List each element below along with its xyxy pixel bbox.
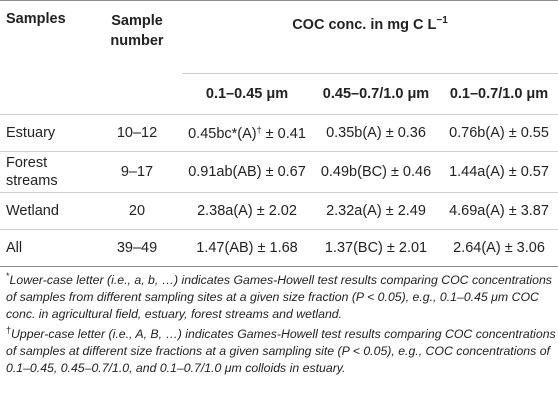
cell-coc-3: 2.64(A) ± 3.06 bbox=[453, 240, 545, 256]
header-blank-2 bbox=[92, 74, 182, 115]
cell-coc-1: 0.91ab(AB) ± 0.67 bbox=[188, 164, 306, 180]
cell-sample-number: 9–17 bbox=[120, 164, 154, 180]
header-size-fraction-2: 0.45–0.7/1.0 μm bbox=[312, 73, 440, 115]
cell-coc-1: 1.47(AB) ± 1.68 bbox=[196, 240, 298, 256]
header-samples: Samples bbox=[0, 0, 92, 74]
cell-sample: All bbox=[6, 240, 23, 256]
coc-table: Samples Sample number COC conc. in mg C … bbox=[0, 0, 558, 267]
cell-sample-number: 39–49 bbox=[116, 240, 158, 256]
dagger-mark: † bbox=[256, 124, 262, 135]
header-blank-1 bbox=[0, 74, 92, 115]
table-row: All 39–49 1.47(AB) ± 1.68 1.37(BC) ± 2.0… bbox=[0, 229, 558, 267]
footnote-uppercase-text: Upper-case letter (i.e., A, B, …) indica… bbox=[6, 327, 556, 375]
cell-sample-line1: Forest bbox=[6, 155, 48, 171]
cell-sample: Forest streams bbox=[0, 152, 92, 193]
table-row: Estuary 10–12 0.45bc*(A)† ± 0.41 0.35b(A… bbox=[0, 114, 558, 152]
header-size-fraction-3: 0.1–0.7/1.0 μm bbox=[440, 73, 558, 115]
table-row: Wetland 20 2.38a(A) ± 2.02 2.32a(A) ± 2.… bbox=[0, 192, 558, 230]
table-row: Forest streams 9–17 0.91ab(AB) ± 0.67 0.… bbox=[0, 151, 558, 193]
cell-coc-1-tail: ± 0.41 bbox=[261, 125, 306, 142]
cell-coc-1-main: 0.45bc*(A) bbox=[188, 125, 257, 142]
cell-coc-3: 0.76b(A) ± 0.55 bbox=[449, 125, 549, 141]
document: Samples Sample number COC conc. in mg C … bbox=[0, 0, 558, 375]
cell-sample-line2: streams bbox=[6, 173, 58, 189]
footnote-lowercase-text: Lower-case letter (i.e., a, b, …) indica… bbox=[6, 273, 552, 321]
header-sample-number: Sample number bbox=[92, 0, 182, 74]
header-size-fraction-1: 0.1–0.45 μm bbox=[182, 73, 312, 115]
cell-coc-3: 1.44a(A) ± 0.57 bbox=[449, 164, 549, 180]
cell-coc-2: 0.35b(A) ± 0.36 bbox=[326, 125, 426, 141]
cell-sample-number: 20 bbox=[128, 203, 146, 219]
footnote-uppercase: †Upper-case letter (i.e., A, B, …) indic… bbox=[6, 322, 556, 376]
cell-sample: Wetland bbox=[6, 203, 59, 219]
header-row-2: 0.1–0.45 μm 0.45–0.7/1.0 μm 0.1–0.7/1.0 … bbox=[0, 73, 558, 115]
header-coc-exponent: −1 bbox=[436, 15, 448, 26]
cell-coc-2: 0.49b(BC) ± 0.46 bbox=[320, 164, 432, 180]
cell-sample: Estuary bbox=[6, 125, 56, 141]
cell-coc-1: 2.38a(A) ± 2.02 bbox=[197, 203, 297, 219]
cell-coc-3: 4.69a(A) ± 3.87 bbox=[449, 203, 549, 219]
header-row-1: Samples Sample number COC conc. in mg C … bbox=[0, 0, 558, 74]
footnote-lowercase: *Lower-case letter (i.e., a, b, …) indic… bbox=[6, 268, 556, 322]
cell-coc-1: 0.45bc*(A)† ± 0.41 bbox=[182, 115, 312, 152]
table-footnotes: *Lower-case letter (i.e., a, b, …) indic… bbox=[6, 268, 556, 377]
asterisk-mark: * bbox=[6, 271, 10, 281]
cell-coc-2: 2.32a(A) ± 2.49 bbox=[326, 203, 426, 219]
header-coc-conc: COC conc. in mg C L−1 bbox=[182, 0, 558, 74]
dagger-mark: † bbox=[6, 325, 12, 336]
cell-sample-number: 10–12 bbox=[116, 125, 158, 141]
header-coc-label: COC conc. in mg C L bbox=[292, 17, 437, 33]
header-sample-number-line2: number bbox=[110, 33, 164, 49]
cell-coc-2: 1.37(BC) ± 2.01 bbox=[324, 240, 428, 256]
header-sample-number-line1: Sample bbox=[111, 13, 163, 29]
